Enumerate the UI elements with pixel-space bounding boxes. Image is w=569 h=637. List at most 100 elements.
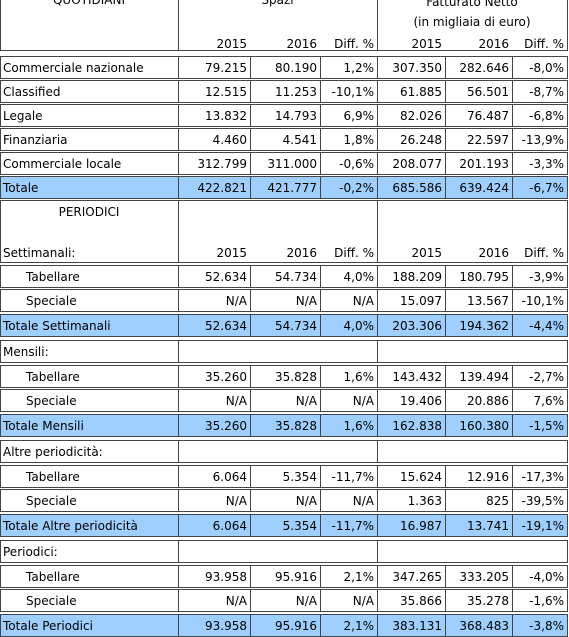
value: 7,6% (533, 394, 565, 408)
value: 35.866 (400, 594, 442, 608)
value: -1,5% (529, 419, 564, 433)
value: 15.624 (400, 470, 442, 484)
group-label: Mensili: (3, 345, 49, 359)
value: 347.265 (392, 570, 442, 584)
value: 95.916 (275, 619, 317, 633)
value: -19,1% (521, 519, 564, 533)
row-label: Totale (3, 181, 39, 195)
value: N/A (225, 494, 247, 508)
value: -4,4% (529, 319, 564, 333)
value: -1,6% (529, 594, 564, 608)
column-header: Diff. % (334, 37, 374, 51)
row-label: Tabellare (26, 370, 80, 384)
value: 80.190 (275, 61, 317, 75)
value: 160.380 (459, 419, 509, 433)
value: 76.487 (467, 109, 509, 123)
value: -4,0% (529, 570, 564, 584)
value: N/A (352, 294, 374, 308)
value: 201.193 (459, 157, 509, 171)
value: -8,7% (529, 85, 564, 99)
value: 6,9% (343, 109, 375, 123)
row-label: Finanziaria (3, 133, 68, 147)
row-label: Totale Settimanali (3, 319, 111, 333)
row-label: Tabellare (26, 270, 80, 284)
value: 16.987 (400, 519, 442, 533)
value: 61.885 (400, 85, 442, 99)
value: -6,8% (529, 109, 564, 123)
section-title: QUOTIDIANI (52, 0, 126, 7)
cell (0, 200, 179, 263)
cell (512, 514, 568, 537)
column-header: 2015 (411, 246, 442, 260)
cell (178, 540, 378, 563)
cell (512, 365, 568, 388)
row-label: Speciale (26, 394, 77, 408)
cell (512, 589, 568, 612)
cell (377, 200, 568, 263)
value: 52.634 (205, 319, 247, 333)
cell (512, 565, 568, 588)
value: 13.741 (467, 519, 509, 533)
value: 421.777 (267, 181, 317, 195)
cell (178, 440, 378, 463)
value: 143.432 (392, 370, 442, 384)
column-header: 2015 (411, 37, 442, 51)
section-title: PERIODICI (58, 205, 120, 219)
column-header: 2016 (286, 246, 317, 260)
cell (0, 0, 179, 51)
cell (512, 128, 568, 151)
cell (512, 152, 568, 175)
value: 1,6% (343, 370, 375, 384)
value: 14.793 (275, 109, 317, 123)
row-label: Totale Altre periodicità (3, 519, 138, 533)
cell (377, 340, 568, 363)
row-label: Commerciale nazionale (3, 61, 144, 75)
value: 13.567 (467, 294, 509, 308)
cell (377, 0, 568, 51)
value: N/A (352, 594, 374, 608)
cell (512, 176, 568, 199)
value: 6.064 (212, 470, 247, 484)
value: N/A (225, 294, 247, 308)
row-label: Tabellare (26, 570, 80, 584)
value: 307.350 (392, 61, 442, 75)
row-label: Commerciale locale (3, 157, 122, 171)
value: N/A (295, 394, 317, 408)
value: N/A (225, 394, 247, 408)
cell (512, 414, 568, 437)
value: 12.515 (205, 85, 247, 99)
column-header: 2016 (478, 246, 509, 260)
row-label: Totale Mensili (3, 419, 84, 433)
cell (377, 540, 568, 563)
value: 12.916 (467, 470, 509, 484)
value: 35.828 (275, 370, 317, 384)
value: 35.828 (275, 419, 317, 433)
column-group: Fatturato Netto (426, 0, 518, 9)
value: N/A (295, 494, 317, 508)
cell (512, 265, 568, 288)
value: 35.278 (467, 594, 509, 608)
value: 22.597 (467, 133, 509, 147)
value: 35.260 (205, 370, 247, 384)
value: 162.838 (392, 419, 442, 433)
value: 383.131 (392, 619, 442, 633)
value: 139.494 (459, 370, 509, 384)
value: -0,2% (339, 181, 374, 195)
value: 685.586 (392, 181, 442, 195)
value: -3,9% (529, 270, 564, 284)
column-header: 2016 (478, 37, 509, 51)
value: 4,0% (343, 270, 375, 284)
value: N/A (295, 294, 317, 308)
value: 35.260 (205, 419, 247, 433)
value: 56.501 (467, 85, 509, 99)
value: 93.958 (205, 570, 247, 584)
value: 54.734 (275, 319, 317, 333)
value: 825 (486, 494, 509, 508)
column-header: Diff. % (524, 246, 564, 260)
value: 1,6% (343, 419, 375, 433)
cell (512, 465, 568, 488)
value: N/A (225, 594, 247, 608)
cell (512, 80, 568, 103)
value: 5.354 (282, 519, 317, 533)
